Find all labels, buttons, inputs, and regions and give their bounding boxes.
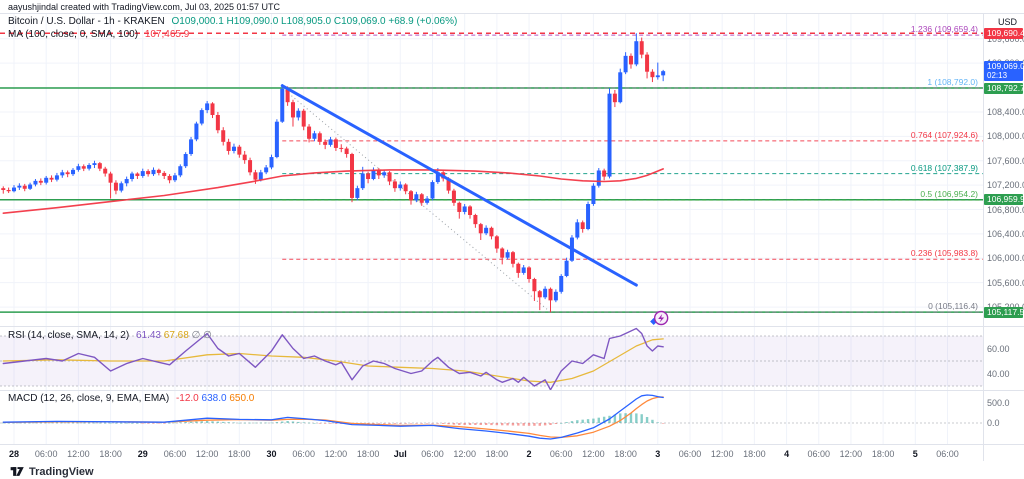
price-tag[interactable]: 108,792.7 [984,82,1024,94]
macd-legend: MACD (12, 26, close, 9, EMA, EMA) -12.0 … [8,393,254,404]
macd-signal-value: 650.0 [229,393,255,404]
symbol-legend: Bitcoin / U.S. Dollar - 1h - KRAKEN O109… [8,16,457,27]
time-tick-label: 06:00 [549,449,573,459]
rsi-label[interactable]: RSI (14, close, SMA, 14, 2) [8,330,130,341]
time-tick-label: 12:00 [195,449,219,459]
time-tick-label: 12:00 [839,449,863,459]
macd-pane [0,394,983,440]
tradingview-logo[interactable]: TradingView [10,464,94,479]
macd-tick-label: 0.0 [987,418,1000,428]
price-tag[interactable]: 106,959.9 [984,194,1024,206]
ma-legend: MA (100, close, 0, SMA, 100) 107,465.9 [8,29,189,40]
price-tick-label: 106,800.0 [987,204,1024,215]
price-change: +68.9 (+0.06%) [388,16,458,27]
rsi-ma-line[interactable] [2,338,664,383]
time-tick-label: 12:00 [67,449,90,459]
ma-label[interactable]: MA (100, close, 0, SMA, 100) [8,29,139,40]
time-tick-label: 18:00 [614,449,637,459]
time-tick-label: 3 [655,449,661,459]
time-tick-label: 18:00 [356,449,380,459]
rsi-empty-1: ∅ [191,330,201,341]
time-tick-label: 28 [8,449,20,459]
footer [0,461,1024,479]
fib-level-label: 0.236 (105,983.8) [910,248,978,259]
symbol-title[interactable]: Bitcoin / U.S. Dollar - 1h - KRAKEN [8,16,165,27]
price-tick-label: 109,600.0 [987,33,1024,44]
time-tick-label: 06:00 [34,449,58,459]
time-tick-label: 06:00 [678,449,702,459]
fib-level-label: 1 (108,792.0) [927,77,978,87]
price-tag[interactable]: 109,069.0 02:13 [984,61,1024,82]
fib-level-label: 0.5 (106,954.2) [920,189,978,200]
grid [0,13,983,444]
time-tick-label: 2 [526,449,532,459]
fib-level-label: 0.618 (107,387.9) [910,162,978,173]
price-tick-label: 107,200.0 [987,180,1024,191]
watermark: aayushjindal created with TradingView.co… [8,2,280,12]
time-tick-label: 18:00 [743,449,766,459]
time-tick-label: 18:00 [871,449,895,459]
tradingview-logo-icon [10,467,24,476]
rsi-pane [0,327,983,390]
time-tick-label: 12:00 [582,449,605,459]
time-tick-label: 5 [912,449,918,459]
ohlc-open: O109,000.1 [171,16,224,27]
rsi-value: 61.43 [135,330,161,341]
macd-line-value: 638.0 [201,393,227,404]
candlestick-series[interactable] [1,33,666,313]
price-axis-currency[interactable]: USD [998,17,1018,27]
price-tick-label: 106,400.0 [987,228,1024,239]
time-tick-label: 18:00 [99,449,122,459]
macd-label[interactable]: MACD (12, 26, close, 9, EMA, EMA) [8,393,170,404]
macd-histogram[interactable] [2,413,665,426]
time-tick-label: 06:00 [421,449,444,459]
macd-line[interactable] [2,394,664,440]
time-tick-label: 18:00 [228,449,251,459]
price-tag[interactable]: 109,690.4 [984,27,1024,39]
event-icon[interactable] [650,310,669,326]
macd-hist-value: -12.0 [175,393,199,404]
time-tick-label: Jul [393,449,407,459]
rsi-empty-2: ∅ [203,330,212,341]
time-tick-label: 06:00 [292,449,315,459]
rsi-legend: RSI (14, close, SMA, 14, 2) 61.43 67.68 … [8,330,212,341]
time-tick-label: 06:00 [936,449,959,459]
time-tick-label: 4 [784,449,790,459]
fib-level-label: 1.236 (109,659.4) [910,24,978,35]
time-tick-label: 29 [137,449,148,459]
rsi-tick-label: 60.00 [987,343,1010,354]
price-tag[interactable]: 105,117.5 [984,306,1024,318]
ma100-line[interactable] [2,168,665,214]
ohlc-close: C109,069.0 [333,16,386,27]
price-tick-label: 105,600.0 [987,277,1024,288]
price-tick-label: 107,600.0 [987,155,1024,166]
macd-tick-label: 500.0 [987,398,1010,408]
fib-level-label: 0 (105,116.4) [928,301,978,312]
time-tick-label: 06:00 [163,449,187,459]
tradingview-logo-text: TradingView [29,465,94,478]
rsi-line[interactable] [2,327,664,390]
ma-value: 107,465.9 [144,29,190,40]
time-tick-label: 12:00 [453,449,476,459]
price-tick-label: 108,400.0 [987,106,1024,117]
time-tick-label: 06:00 [807,449,831,459]
ohlc-low: L108,905.0 [281,16,332,27]
trendline[interactable] [280,84,638,287]
ohlc-high: H109,090.0 [226,16,279,27]
main-pane [0,32,983,326]
time-tick-label: 12:00 [710,449,734,459]
rsi-ma-value: 67.68 [163,330,189,341]
time-tick-label: 30 [266,449,277,459]
fib-level-label: 0.764 (107,924.6) [910,129,978,140]
price-tick-label: 106,000.0 [987,253,1024,264]
time-tick-label: 18:00 [485,449,509,459]
price-tick-label: 108,000.0 [987,131,1024,142]
time-tick-label: 12:00 [324,449,348,459]
rsi-tick-label: 40.00 [987,368,1010,379]
